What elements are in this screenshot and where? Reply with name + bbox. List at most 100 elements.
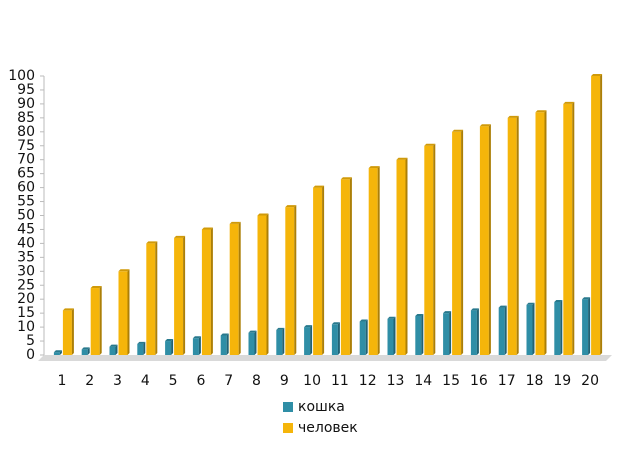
x-tick-label: 19 bbox=[553, 373, 571, 389]
bar bbox=[452, 131, 462, 355]
bar bbox=[62, 310, 72, 355]
y-tick-label: 65 bbox=[17, 166, 35, 182]
bar bbox=[285, 207, 295, 355]
bar-top bbox=[563, 101, 575, 104]
bar bbox=[526, 304, 533, 355]
bar-side bbox=[171, 339, 174, 355]
bar-side bbox=[572, 101, 575, 356]
bar bbox=[165, 341, 172, 355]
bar-top bbox=[276, 327, 285, 330]
bar bbox=[582, 299, 589, 355]
bar-top bbox=[554, 299, 563, 302]
bar-top bbox=[591, 74, 603, 76]
bar bbox=[174, 237, 184, 355]
bar-top bbox=[470, 308, 479, 311]
bar-top bbox=[582, 297, 591, 300]
y-tick-label: 50 bbox=[17, 208, 35, 224]
bar-side bbox=[322, 185, 325, 355]
bar-top bbox=[285, 205, 297, 208]
bar-side bbox=[433, 143, 436, 355]
x-tick-label: 16 bbox=[470, 373, 488, 389]
x-tick-label: 4 bbox=[141, 373, 150, 389]
bar-side bbox=[115, 344, 118, 355]
x-tick-label: 18 bbox=[526, 373, 544, 389]
y-tick-label: 10 bbox=[17, 319, 35, 335]
y-tick-label: 95 bbox=[17, 82, 35, 98]
bar-top bbox=[452, 129, 464, 132]
x-tick-label: 14 bbox=[414, 373, 432, 389]
bar-top bbox=[90, 286, 102, 289]
bar bbox=[554, 301, 561, 355]
bar bbox=[479, 126, 489, 355]
legend-swatch bbox=[283, 423, 293, 433]
bar bbox=[563, 103, 573, 356]
bar-top bbox=[304, 325, 313, 328]
bar bbox=[470, 310, 477, 355]
bar-side bbox=[349, 177, 352, 355]
x-tick-label: 11 bbox=[331, 373, 349, 389]
bar bbox=[276, 329, 283, 355]
x-tick-label: 9 bbox=[280, 373, 289, 389]
bar-side bbox=[337, 322, 340, 355]
y-tick-label: 15 bbox=[17, 305, 35, 321]
x-tick-label: 13 bbox=[387, 373, 405, 389]
bar-top bbox=[443, 311, 452, 314]
bar-side bbox=[588, 297, 591, 355]
bar bbox=[313, 187, 323, 355]
bar-side bbox=[449, 311, 452, 355]
bar bbox=[443, 313, 450, 355]
y-tick-label: 80 bbox=[17, 124, 35, 140]
bar-top bbox=[368, 166, 380, 169]
bar-side bbox=[393, 316, 396, 355]
bar-top bbox=[165, 339, 174, 342]
bar-side bbox=[198, 336, 201, 355]
bar bbox=[424, 145, 434, 355]
x-tick-label: 5 bbox=[169, 373, 178, 389]
bar bbox=[201, 229, 211, 355]
bar-top bbox=[387, 316, 396, 319]
x-tick-label: 10 bbox=[303, 373, 321, 389]
bar-side bbox=[310, 325, 313, 355]
y-tick-label: 40 bbox=[17, 235, 35, 251]
bar bbox=[146, 243, 156, 355]
bar bbox=[498, 307, 505, 355]
bar bbox=[257, 215, 267, 355]
y-tick-label: 30 bbox=[17, 263, 35, 279]
bar-top bbox=[118, 269, 130, 272]
x-tick-label: 1 bbox=[57, 373, 66, 389]
x-tick-label: 3 bbox=[113, 373, 122, 389]
x-tick-label: 6 bbox=[196, 373, 205, 389]
bar bbox=[137, 343, 144, 355]
bar bbox=[387, 318, 394, 355]
bar-side bbox=[504, 305, 507, 355]
bar-side bbox=[377, 166, 380, 355]
y-tick-label: 0 bbox=[26, 347, 35, 363]
x-tick-label: 2 bbox=[85, 373, 94, 389]
y-tick-label: 90 bbox=[17, 96, 35, 112]
y-tick-label: 75 bbox=[17, 138, 35, 154]
bar-top bbox=[526, 302, 535, 305]
bar-top bbox=[146, 241, 158, 244]
bar bbox=[368, 168, 378, 355]
bar bbox=[248, 332, 255, 355]
bar bbox=[535, 112, 545, 356]
bar-side bbox=[365, 319, 368, 355]
bar-top bbox=[479, 124, 491, 127]
bar-top bbox=[498, 305, 507, 308]
bar-side bbox=[476, 308, 479, 355]
bar bbox=[220, 335, 227, 355]
bar-top bbox=[535, 110, 547, 113]
bar-top bbox=[331, 322, 340, 325]
bar bbox=[415, 315, 422, 355]
bar-top bbox=[424, 143, 436, 146]
bar-side bbox=[405, 157, 408, 355]
bar-side bbox=[544, 110, 547, 356]
bar-top bbox=[62, 308, 74, 311]
bar bbox=[229, 223, 239, 355]
bar-top bbox=[359, 319, 368, 322]
y-tick-label: 70 bbox=[17, 152, 35, 168]
bar-side bbox=[59, 350, 62, 355]
y-tick-label: 25 bbox=[17, 277, 35, 293]
bar-top bbox=[248, 330, 257, 333]
